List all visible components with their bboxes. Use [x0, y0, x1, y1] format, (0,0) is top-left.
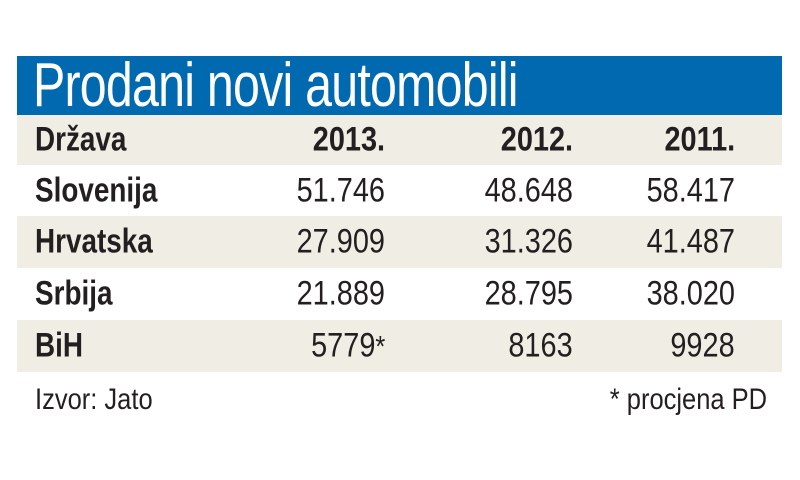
value-2011: 41.487	[646, 222, 735, 261]
table-row: Hrvatska 27.909 31.326 41.487	[17, 216, 782, 268]
country-cell: Slovenija	[35, 171, 158, 209]
value-2012: 28.795	[484, 274, 573, 313]
table-row: BiH 5779* 8163 9928	[17, 320, 782, 372]
value-2013: 5779*	[311, 327, 385, 366]
value-2012: 31.326	[484, 222, 573, 261]
value-2013: 27.909	[296, 222, 385, 261]
country-cell: BiH	[35, 326, 84, 365]
header-row: Država 2013. 2012. 2011.	[17, 115, 782, 165]
estimate-asterisk: *	[375, 330, 385, 364]
value-2013: 51.746	[296, 171, 385, 209]
country-cell: Hrvatska	[35, 222, 153, 261]
title-bar: Prodani novi automobili	[17, 56, 782, 115]
value-2011: 9928	[670, 326, 735, 365]
header-2013: 2013.	[312, 120, 385, 159]
header-2011: 2011.	[664, 120, 735, 159]
country-cell: Srbija	[35, 274, 113, 313]
value-2011: 58.417	[646, 171, 735, 209]
table-title: Prodani novi automobili	[33, 56, 519, 115]
value-2012: 8163	[508, 326, 573, 365]
value-2011: 38.020	[646, 274, 735, 313]
header-country: Država	[35, 120, 127, 159]
value-2013: 21.889	[296, 274, 385, 313]
estimate-note: * procjena PD	[609, 383, 767, 416]
header-2012: 2012.	[500, 120, 573, 159]
source-note: Izvor: Jato	[35, 383, 153, 416]
table-row: Slovenija 51.746 48.648 58.417	[17, 165, 782, 216]
value-2013-number: 5779	[310, 326, 376, 365]
value-2012: 48.648	[484, 171, 573, 209]
table-row: Srbija 21.889 28.795 38.020	[17, 268, 782, 320]
